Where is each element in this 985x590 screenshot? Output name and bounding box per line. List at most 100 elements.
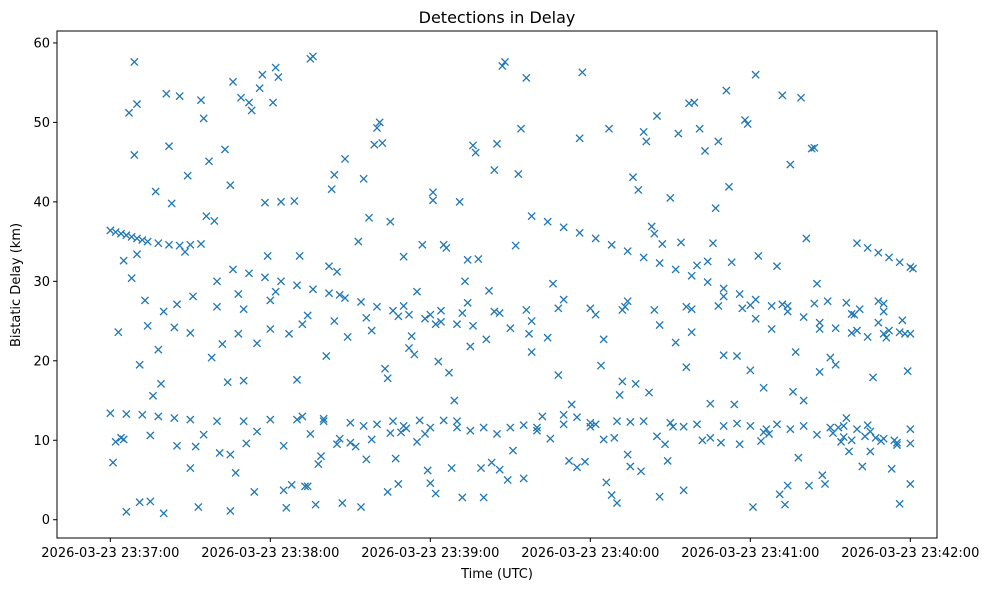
detection-marker bbox=[303, 482, 312, 491]
detection-marker bbox=[690, 98, 699, 107]
detection-marker bbox=[279, 441, 288, 450]
detection-marker bbox=[346, 418, 355, 427]
detection-marker bbox=[559, 223, 568, 232]
detection-marker bbox=[418, 240, 427, 249]
detection-marker bbox=[652, 111, 662, 121]
detection-marker bbox=[866, 427, 875, 436]
detection-marker bbox=[903, 367, 912, 376]
detection-marker bbox=[356, 502, 366, 512]
detection-marker bbox=[236, 93, 246, 102]
detection-marker bbox=[751, 70, 760, 79]
detection-marker bbox=[343, 332, 352, 342]
detection-marker bbox=[714, 137, 723, 146]
detection-marker bbox=[532, 423, 542, 432]
detection-marker bbox=[559, 410, 568, 419]
detection-marker bbox=[788, 387, 798, 396]
detection-marker bbox=[692, 420, 702, 429]
detection-marker bbox=[906, 425, 915, 434]
detection-marker bbox=[298, 320, 307, 329]
detection-marker bbox=[884, 253, 894, 262]
detection-marker bbox=[527, 347, 536, 357]
detection-marker bbox=[706, 433, 715, 442]
detection-marker bbox=[138, 410, 147, 419]
detection-marker bbox=[322, 351, 331, 361]
detection-marker bbox=[228, 77, 238, 86]
detection-marker bbox=[338, 498, 347, 508]
detection-marker bbox=[799, 421, 808, 431]
detection-marker bbox=[874, 297, 883, 306]
detection-marker bbox=[412, 437, 422, 446]
detection-marker bbox=[458, 309, 467, 318]
detection-marker bbox=[151, 187, 160, 196]
detection-marker bbox=[836, 437, 846, 446]
detection-marker bbox=[234, 289, 243, 299]
detection-marker bbox=[266, 415, 275, 424]
detection-marker bbox=[522, 305, 531, 314]
detection-marker bbox=[463, 255, 472, 264]
detection-marker bbox=[146, 431, 155, 440]
detection-marker bbox=[330, 316, 339, 326]
detection-marker bbox=[164, 142, 174, 151]
detection-marker bbox=[604, 124, 614, 133]
detection-marker bbox=[586, 418, 595, 427]
detection-marker bbox=[823, 297, 832, 306]
y-tick-label: 40 bbox=[33, 195, 50, 210]
detection-marker bbox=[548, 279, 558, 288]
detection-marker bbox=[170, 413, 179, 423]
detection-marker bbox=[116, 229, 126, 238]
detection-marker bbox=[114, 328, 123, 337]
detection-marker bbox=[266, 296, 275, 305]
detection-marker bbox=[399, 252, 408, 261]
detection-marker bbox=[591, 310, 600, 319]
detection-marker bbox=[175, 92, 184, 101]
detection-marker bbox=[772, 420, 782, 429]
detection-marker bbox=[874, 248, 883, 257]
detection-marker bbox=[370, 140, 379, 149]
detection-marker bbox=[575, 228, 584, 237]
detection-marker bbox=[426, 479, 435, 488]
detection-marker bbox=[655, 258, 664, 268]
detection-marker bbox=[492, 429, 502, 438]
detection-marker bbox=[130, 150, 139, 160]
detection-marker bbox=[799, 396, 808, 405]
detection-marker bbox=[127, 232, 136, 241]
detection-marker bbox=[719, 351, 728, 360]
detection-marker bbox=[564, 456, 574, 465]
detection-marker bbox=[714, 301, 723, 311]
detection-marker bbox=[332, 440, 342, 449]
detection-marker bbox=[834, 423, 843, 432]
detection-marker bbox=[186, 240, 195, 249]
detection-marker bbox=[895, 258, 904, 267]
detection-marker bbox=[292, 281, 302, 290]
detection-marker bbox=[314, 460, 323, 469]
detection-marker bbox=[575, 134, 584, 143]
detection-marker bbox=[623, 247, 632, 256]
detection-marker bbox=[719, 284, 728, 293]
detection-marker bbox=[204, 157, 214, 166]
detection-marker bbox=[434, 357, 443, 366]
detection-marker bbox=[359, 174, 368, 183]
detection-marker bbox=[471, 148, 480, 157]
detection-marker bbox=[508, 446, 518, 455]
detection-marker bbox=[164, 240, 174, 249]
x-axis-label: Time (UTC) bbox=[460, 567, 533, 582]
detection-marker bbox=[831, 324, 840, 333]
detection-marker bbox=[402, 424, 411, 433]
detection-marker bbox=[826, 353, 835, 362]
detection-marker bbox=[746, 366, 755, 375]
detection-marker bbox=[666, 193, 675, 202]
detection-marker bbox=[154, 345, 163, 354]
detection-marker bbox=[172, 300, 182, 309]
detection-marker bbox=[519, 421, 528, 430]
detection-marker bbox=[495, 309, 504, 318]
detection-marker bbox=[671, 338, 680, 347]
detection-marker bbox=[132, 234, 142, 243]
detection-marker bbox=[284, 329, 294, 338]
detection-marker bbox=[591, 420, 600, 429]
detection-marker bbox=[895, 328, 904, 337]
detection-marker bbox=[610, 433, 619, 442]
detection-marker bbox=[252, 427, 262, 436]
detection-marker bbox=[807, 144, 816, 153]
detection-marker bbox=[234, 329, 243, 338]
detection-marker bbox=[452, 423, 462, 432]
